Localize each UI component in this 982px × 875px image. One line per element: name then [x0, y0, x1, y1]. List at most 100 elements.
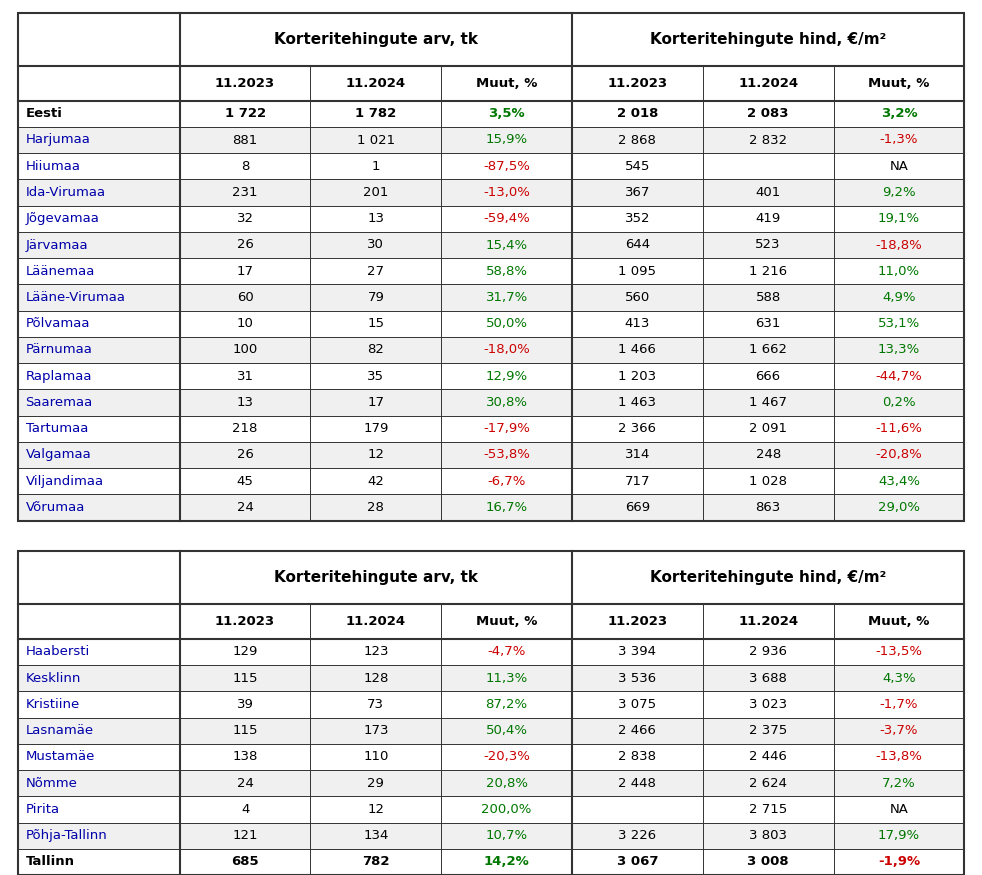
Text: 2 366: 2 366 [619, 423, 656, 435]
Bar [18, 744, 964, 770]
Text: 10,7%: 10,7% [485, 830, 527, 842]
Text: 863: 863 [755, 501, 781, 514]
Text: NA: NA [890, 160, 908, 172]
Text: 110: 110 [363, 751, 389, 763]
Text: 1 095: 1 095 [619, 265, 656, 277]
Bar [18, 551, 964, 875]
Text: Jõgevamaa: Jõgevamaa [26, 213, 99, 225]
Text: 2 448: 2 448 [619, 777, 656, 789]
Text: 545: 545 [625, 160, 650, 172]
Text: 314: 314 [625, 449, 650, 461]
Text: -20,3%: -20,3% [483, 751, 530, 763]
Text: Põhja-Tallinn: Põhja-Tallinn [26, 830, 107, 842]
Text: 2 838: 2 838 [619, 751, 656, 763]
Text: Põlvamaa: Põlvamaa [26, 318, 90, 330]
Text: 2 446: 2 446 [749, 751, 788, 763]
Bar [18, 389, 964, 416]
Text: 43,4%: 43,4% [878, 475, 920, 487]
Text: 115: 115 [233, 672, 258, 684]
Text: Kesklinn: Kesklinn [26, 672, 81, 684]
Bar [18, 494, 964, 521]
Text: 121: 121 [233, 830, 258, 842]
Text: 11.2023: 11.2023 [215, 615, 275, 627]
Text: -1,7%: -1,7% [880, 698, 918, 710]
Text: 11,3%: 11,3% [485, 672, 527, 684]
Bar [18, 13, 964, 521]
Text: 3 008: 3 008 [747, 856, 789, 868]
Text: 24: 24 [237, 501, 253, 514]
Text: Kristiine: Kristiine [26, 698, 80, 710]
Text: Hiiumaa: Hiiumaa [26, 160, 81, 172]
Bar [18, 822, 964, 849]
Text: 8: 8 [241, 160, 249, 172]
Text: 123: 123 [363, 646, 389, 658]
Text: 2 868: 2 868 [619, 134, 656, 146]
Text: Haabersti: Haabersti [26, 646, 89, 658]
Text: Harjumaa: Harjumaa [26, 134, 90, 146]
Text: 17: 17 [367, 396, 384, 409]
Bar [18, 13, 964, 101]
Text: -3,7%: -3,7% [880, 724, 918, 737]
Text: Eesti: Eesti [26, 108, 63, 120]
Text: 14,2%: 14,2% [484, 856, 529, 868]
Text: 138: 138 [233, 751, 258, 763]
Text: 1 467: 1 467 [749, 396, 788, 409]
Text: 73: 73 [367, 698, 384, 710]
Text: Muut, %: Muut, % [868, 615, 930, 627]
Text: -44,7%: -44,7% [876, 370, 922, 382]
Text: 30,8%: 30,8% [486, 396, 527, 409]
Text: 2 375: 2 375 [749, 724, 788, 737]
Bar [18, 258, 964, 284]
Text: 1 722: 1 722 [225, 108, 266, 120]
Text: 1 662: 1 662 [749, 344, 788, 356]
Text: 0,2%: 0,2% [882, 396, 916, 409]
Text: Läänemaa: Läänemaa [26, 265, 95, 277]
Text: 15: 15 [367, 318, 384, 330]
Text: 1 203: 1 203 [619, 370, 656, 382]
Text: 4: 4 [241, 803, 249, 816]
Text: 401: 401 [755, 186, 781, 199]
Text: -20,8%: -20,8% [876, 449, 922, 461]
Bar [18, 153, 964, 179]
Text: 11.2024: 11.2024 [346, 615, 406, 627]
Bar [18, 311, 964, 337]
Bar [18, 416, 964, 442]
Text: 31: 31 [237, 370, 253, 382]
Text: 11.2024: 11.2024 [346, 77, 406, 89]
Text: Saaremaa: Saaremaa [26, 396, 92, 409]
Text: 11.2023: 11.2023 [215, 77, 275, 89]
Text: 87,2%: 87,2% [485, 698, 527, 710]
Text: 15,9%: 15,9% [485, 134, 527, 146]
Text: 19,1%: 19,1% [878, 213, 920, 225]
Text: 2 466: 2 466 [619, 724, 656, 737]
Text: 685: 685 [232, 856, 259, 868]
Text: 3 023: 3 023 [749, 698, 788, 710]
Bar [18, 551, 964, 639]
Text: 3,2%: 3,2% [881, 108, 917, 120]
Text: 11.2024: 11.2024 [738, 77, 798, 89]
Text: 50,0%: 50,0% [486, 318, 527, 330]
Text: 17: 17 [237, 265, 253, 277]
Text: 11,0%: 11,0% [878, 265, 920, 277]
Text: 201: 201 [363, 186, 389, 199]
Text: 231: 231 [233, 186, 258, 199]
Text: 367: 367 [625, 186, 650, 199]
Text: 4,3%: 4,3% [882, 672, 916, 684]
Text: 588: 588 [755, 291, 781, 304]
Text: 3,5%: 3,5% [488, 108, 525, 120]
Text: Nõmme: Nõmme [26, 777, 78, 789]
Text: 28: 28 [367, 501, 384, 514]
Bar [18, 849, 964, 875]
Text: 717: 717 [625, 475, 650, 487]
Text: -59,4%: -59,4% [483, 213, 530, 225]
Text: 1 463: 1 463 [619, 396, 656, 409]
Text: 2 018: 2 018 [617, 108, 658, 120]
Text: 32: 32 [237, 213, 253, 225]
Text: 24: 24 [237, 777, 253, 789]
Text: 16,7%: 16,7% [485, 501, 527, 514]
Text: Muut, %: Muut, % [476, 615, 537, 627]
Text: 3 394: 3 394 [619, 646, 656, 658]
Text: 11.2023: 11.2023 [607, 77, 668, 89]
Text: 29,0%: 29,0% [878, 501, 920, 514]
Text: 3 226: 3 226 [619, 830, 656, 842]
